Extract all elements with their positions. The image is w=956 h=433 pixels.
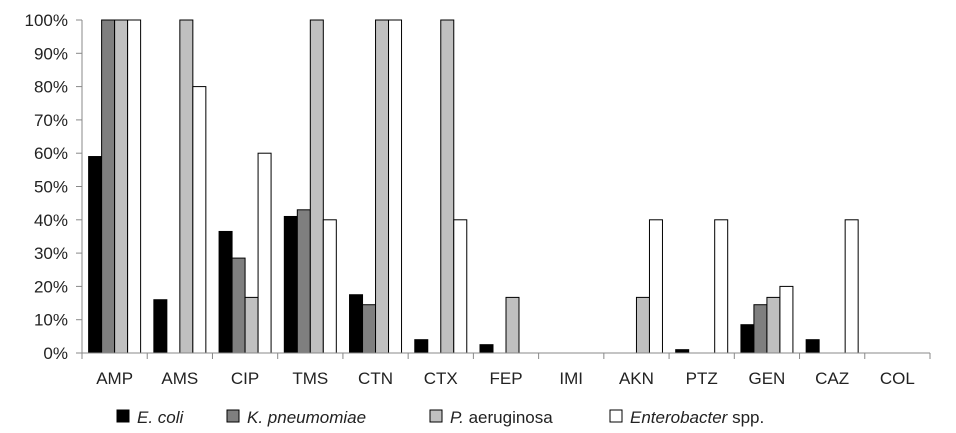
- legend-swatch: [609, 409, 623, 423]
- bar-gen-series-2: [753, 304, 768, 354]
- bar-ctn-series-2: [362, 304, 377, 354]
- x-tick-label: CTX: [424, 369, 458, 388]
- y-tick-label: 100%: [25, 11, 68, 30]
- bar-amp-series-4: [127, 19, 142, 354]
- bar-ctn-series-4: [388, 19, 403, 354]
- bar-gen-series-4: [779, 285, 794, 354]
- bar-fep-series-3: [505, 296, 520, 354]
- y-tick-label: 60%: [34, 144, 68, 163]
- x-tick-label: AKN: [619, 369, 654, 388]
- bar-akn-series-4: [648, 219, 663, 354]
- bar-ams-series-3: [179, 19, 194, 354]
- y-tick-label: 30%: [34, 244, 68, 263]
- bar-amp-series-1: [88, 156, 103, 354]
- legend-label: P. aeruginosa: [450, 408, 553, 427]
- bar-amp-series-2: [101, 19, 116, 354]
- x-tick-label: GEN: [749, 369, 786, 388]
- legend-label: Enterobacter spp.: [630, 408, 764, 427]
- bar-amp-series-3: [114, 19, 129, 354]
- y-tick-label: 50%: [34, 178, 68, 197]
- legend-label-plain: aeruginosa: [464, 408, 553, 427]
- y-tick-label: 80%: [34, 78, 68, 97]
- legend-label-plain: spp.: [727, 408, 764, 427]
- bar-ams-series-1: [153, 299, 168, 354]
- legend-label: K. pneumomiae: [247, 408, 366, 427]
- bar-ctx-series-3: [440, 19, 455, 354]
- bar-ctn-series-3: [375, 19, 390, 354]
- x-tick-label: CTN: [358, 369, 393, 388]
- bar-ctn-series-1: [349, 294, 364, 354]
- x-tick-label: IMI: [559, 369, 583, 388]
- legend-label-italic: P.: [450, 408, 464, 427]
- bar-cip-series-1: [218, 230, 233, 354]
- bar-akn-series-3: [635, 296, 650, 354]
- y-tick-label: 0%: [43, 344, 68, 363]
- y-tick-label: 70%: [34, 111, 68, 130]
- x-tick-label: AMS: [161, 369, 198, 388]
- bar-tms-series-2: [296, 209, 311, 354]
- y-tick-label: 40%: [34, 211, 68, 230]
- legend-label-italic: Enterobacter: [630, 408, 729, 427]
- x-tick-label: TMS: [292, 369, 328, 388]
- y-tick-label: 90%: [34, 44, 68, 63]
- bar-cip-series-4: [257, 152, 272, 354]
- bar-ams-series-4: [192, 86, 207, 354]
- x-tick-label: COL: [880, 369, 915, 388]
- bar-gen-series-1: [740, 324, 755, 354]
- legend-swatch: [429, 409, 443, 423]
- x-tick-label: FEP: [489, 369, 522, 388]
- y-tick-label: 20%: [34, 277, 68, 296]
- bar-cip-series-2: [231, 257, 246, 354]
- x-tick-label: AMP: [96, 369, 133, 388]
- legend-label-italic: K. pneumomiae: [247, 408, 366, 427]
- bar-ctx-series-1: [414, 339, 429, 354]
- legend-swatch: [226, 409, 240, 423]
- legend-swatch: [116, 409, 130, 423]
- legend-label: E. coli: [137, 408, 185, 427]
- bar-fep-series-1: [479, 344, 494, 354]
- bars: [88, 19, 859, 354]
- bar-ptz-series-4: [714, 219, 729, 354]
- x-tick-label: PTZ: [686, 369, 718, 388]
- x-axis: AMP AMS CIP TMS CTN CTX FEP IMI AKN PTZ GEN CAZ COL: [81, 352, 931, 388]
- bar-tms-series-4: [322, 219, 337, 354]
- bar-cip-series-3: [244, 296, 259, 354]
- bar-gen-series-3: [766, 296, 781, 354]
- y-axis: 0% 10% 20% 30% 40% 50% 60% 70% 80% 90% 100%: [25, 11, 83, 363]
- bar-ctx-series-4: [453, 219, 468, 354]
- x-tick-label: CIP: [231, 369, 259, 388]
- legend-label-italic: E. coli: [137, 408, 185, 427]
- legend: E. coli K. pneumomiae P. aeruginosa Enterob…: [116, 408, 764, 427]
- x-tick-label: CAZ: [815, 369, 849, 388]
- bar-caz-series-4: [844, 219, 859, 354]
- bar-tms-series-1: [283, 215, 298, 354]
- bar-caz-series-1: [805, 339, 820, 354]
- bar-tms-series-3: [309, 19, 324, 354]
- y-tick-label: 10%: [34, 311, 68, 330]
